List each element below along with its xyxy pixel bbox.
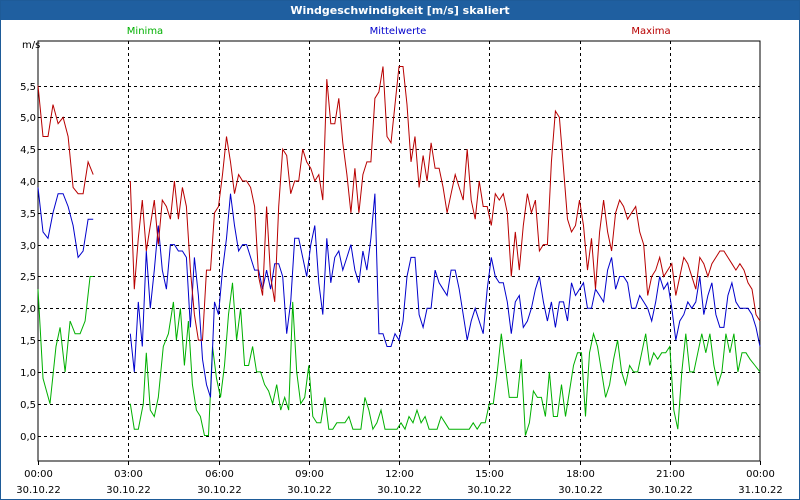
- series-line-minima: [129, 282, 761, 436]
- x-tick-date: 30.10.22: [197, 485, 242, 496]
- y-tick-label: 4,0: [20, 177, 36, 188]
- y-tick-label: 3,5: [20, 209, 36, 220]
- y-tick-label: 3,0: [20, 241, 36, 252]
- x-tick-time: 00:00: [24, 469, 53, 480]
- y-tick-label: 4,5: [20, 145, 36, 156]
- x-tick-date: 30.10.22: [377, 485, 422, 496]
- x-tick-date: 30.10.22: [467, 485, 512, 496]
- y-tick-label: 5,0: [20, 113, 36, 124]
- series-line-maxima: [129, 66, 761, 341]
- x-tick-date: 30.10.22: [16, 485, 61, 496]
- x-tick-time: 09:00: [295, 469, 324, 480]
- legend-maxima: Maxima: [631, 26, 670, 37]
- x-tick-date: 30.10.22: [287, 485, 332, 496]
- x-tick-time: 12:00: [385, 469, 414, 480]
- x-axis-labels: 00:00 30.10.22 03:00 30.10.22 06:00 30.10.22 0…: [16, 461, 783, 496]
- x-tick-date: 31.10.22: [738, 485, 783, 496]
- legend-mittelwerte: Mittelwerte: [370, 26, 427, 37]
- x-tick-date: 30.10.22: [648, 485, 693, 496]
- y-tick-label: 0,5: [20, 400, 36, 411]
- y-tick-label: 2,5: [20, 272, 36, 283]
- x-tick-date: 30.10.22: [558, 485, 603, 496]
- y-tick-label: 1,5: [20, 336, 36, 347]
- y-tick-label: 1,0: [20, 368, 36, 379]
- x-tick-time: 03:00: [114, 469, 143, 480]
- legend: Minima Mittelwerte Maxima: [127, 26, 671, 37]
- y-tick-label: 0,0: [20, 432, 36, 443]
- x-tick-time: 00:00: [746, 469, 775, 480]
- x-tick-time: 06:00: [205, 469, 234, 480]
- x-tick-time: 21:00: [656, 469, 685, 480]
- y-axis-unit: m/s: [22, 40, 40, 51]
- y-axis-labels: 0,0 0,5 1,0 1,5 2,0 2,5 3,0 3,5 4,0 4,5 5,0 5,5: [20, 82, 36, 443]
- x-tick-time: 18:00: [566, 469, 595, 480]
- x-tick-time: 15:00: [475, 469, 504, 480]
- grid-lines: [38, 41, 760, 461]
- legend-minima: Minima: [127, 26, 163, 37]
- series-line-maxima: [37, 85, 94, 195]
- series-line-mittelwerte: [37, 187, 94, 259]
- x-tick-date: 30.10.22: [106, 485, 151, 496]
- window-title: Windgeschwindigkeit [m/s] skaliert: [1, 1, 799, 20]
- series-lines: [37, 66, 761, 436]
- y-tick-label: 5,5: [20, 82, 36, 93]
- series-line-minima: [37, 276, 94, 404]
- y-tick-label: 2,0: [20, 304, 36, 315]
- series-line-mittelwerte: [129, 193, 761, 398]
